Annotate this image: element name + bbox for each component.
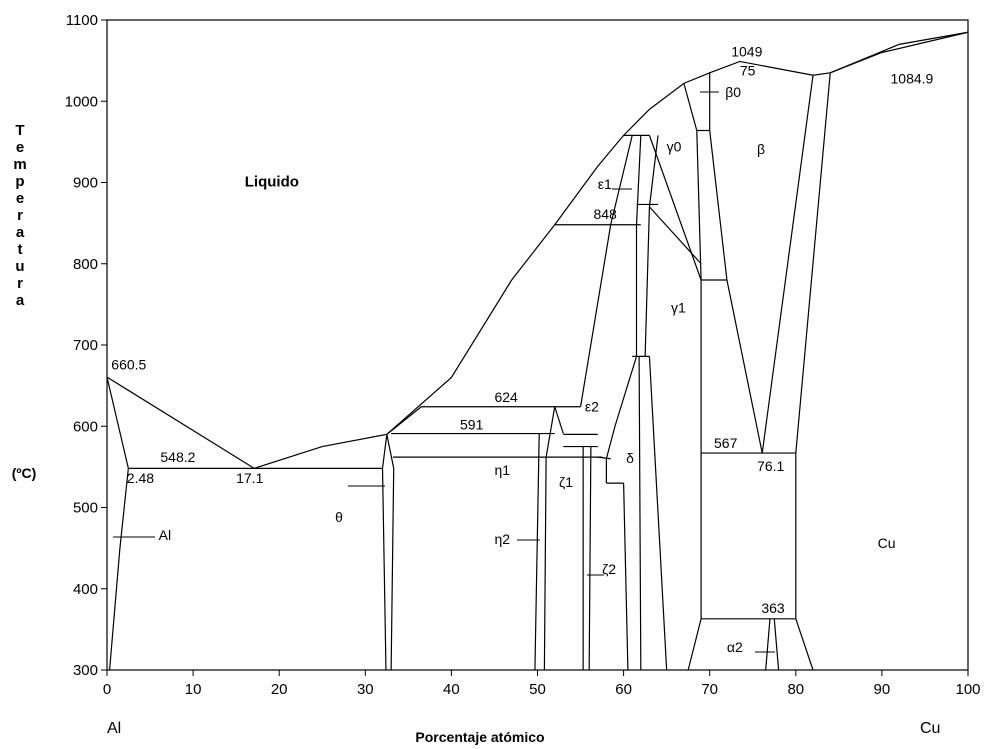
arrows [113, 91, 775, 653]
x-tick-label: 10 [185, 681, 202, 698]
x-tick-label: 0 [103, 681, 111, 698]
phase-boundary [683, 83, 702, 671]
annotation: Cu [878, 535, 896, 551]
annotation: 1084.9 [891, 70, 934, 86]
x-left-label: Al [107, 720, 121, 737]
phase-boundary [597, 456, 611, 460]
annotation: θ [335, 509, 343, 525]
annotation: 567 [714, 435, 738, 451]
x-tick-label: 40 [443, 681, 460, 698]
annotation: δ [626, 450, 634, 466]
annotation: β [757, 141, 765, 157]
phase-boundary [554, 406, 564, 434]
annotation: 1049 [731, 44, 762, 60]
x-tick-label: 30 [357, 681, 374, 698]
phase-boundary [830, 31, 969, 74]
annotation: η1 [494, 462, 510, 478]
x-right-label: Cu [920, 720, 940, 737]
phase-boundary [386, 406, 422, 435]
phase-boundary [543, 406, 556, 671]
phase-boundary [638, 356, 642, 671]
annotation: η2 [494, 531, 510, 547]
y-tick-label: 600 [73, 418, 98, 435]
annotation: Al [159, 527, 171, 543]
annotation: ε1 [598, 176, 612, 192]
x-tick-label: 60 [615, 681, 632, 698]
x-tick-label: 90 [874, 681, 891, 698]
y-tick-label: 700 [73, 337, 98, 354]
y-tick-label: 300 [73, 662, 98, 679]
phase-boundary [648, 206, 702, 265]
annotation: 660.5 [111, 356, 146, 372]
annotation: ε2 [585, 399, 599, 415]
phase-boundary [588, 446, 592, 671]
annotation: γ1 [671, 300, 686, 316]
annotation: γ0 [667, 139, 682, 155]
phase-boundary [709, 75, 814, 454]
phase-boundary [534, 433, 540, 671]
phase-boundary [635, 135, 642, 357]
phase-boundary [648, 356, 668, 671]
phase-boundary [381, 468, 387, 671]
annotation: 624 [494, 389, 518, 405]
phase-boundary [381, 434, 395, 671]
x-tick-label: 80 [787, 681, 804, 698]
x-axis-label: Porcentaje atómico [415, 729, 544, 745]
phase-boundary [644, 135, 659, 357]
annotation: 2.48 [127, 470, 154, 486]
annotation: 75 [740, 62, 756, 78]
phase-boundary [108, 468, 129, 671]
y-tick-label: 500 [73, 500, 98, 517]
y-tick-label: 1100 [66, 12, 98, 29]
phase-boundary [773, 618, 780, 671]
y-unit: (ºC) [12, 465, 37, 481]
phase-boundary [765, 618, 771, 671]
annotation: ζ1 [559, 474, 573, 490]
x-tick-label: 50 [529, 681, 546, 698]
annotation: β0 [725, 84, 741, 100]
annotation: 591 [460, 417, 484, 433]
annotation: 363 [761, 600, 785, 616]
annotation: 76.1 [757, 458, 784, 474]
y-tick-label: 400 [73, 581, 98, 598]
annotation: Liquido [245, 174, 299, 191]
annotation: 17.1 [236, 470, 263, 486]
phase-boundary [795, 72, 831, 454]
annotation: 548.2 [160, 449, 195, 465]
x-tick-label: 20 [271, 681, 288, 698]
x-tick-label: 70 [701, 681, 718, 698]
phase-boundary [605, 356, 638, 484]
phase-boundary [106, 376, 129, 469]
phase-boundary [623, 483, 629, 671]
y-tick-label: 900 [73, 175, 98, 192]
annotation: 848 [593, 206, 617, 222]
phase-boundary [648, 135, 702, 281]
y-tick-label: 1000 [65, 93, 98, 110]
x-tick-label: 100 [955, 681, 980, 698]
y-tick-label: 800 [73, 256, 98, 273]
phase-boundary [795, 453, 814, 671]
plot-frame [106, 19, 969, 671]
annotation: ζ2 [602, 561, 616, 577]
annotation: α2 [727, 639, 743, 655]
phase-boundary [106, 31, 969, 469]
